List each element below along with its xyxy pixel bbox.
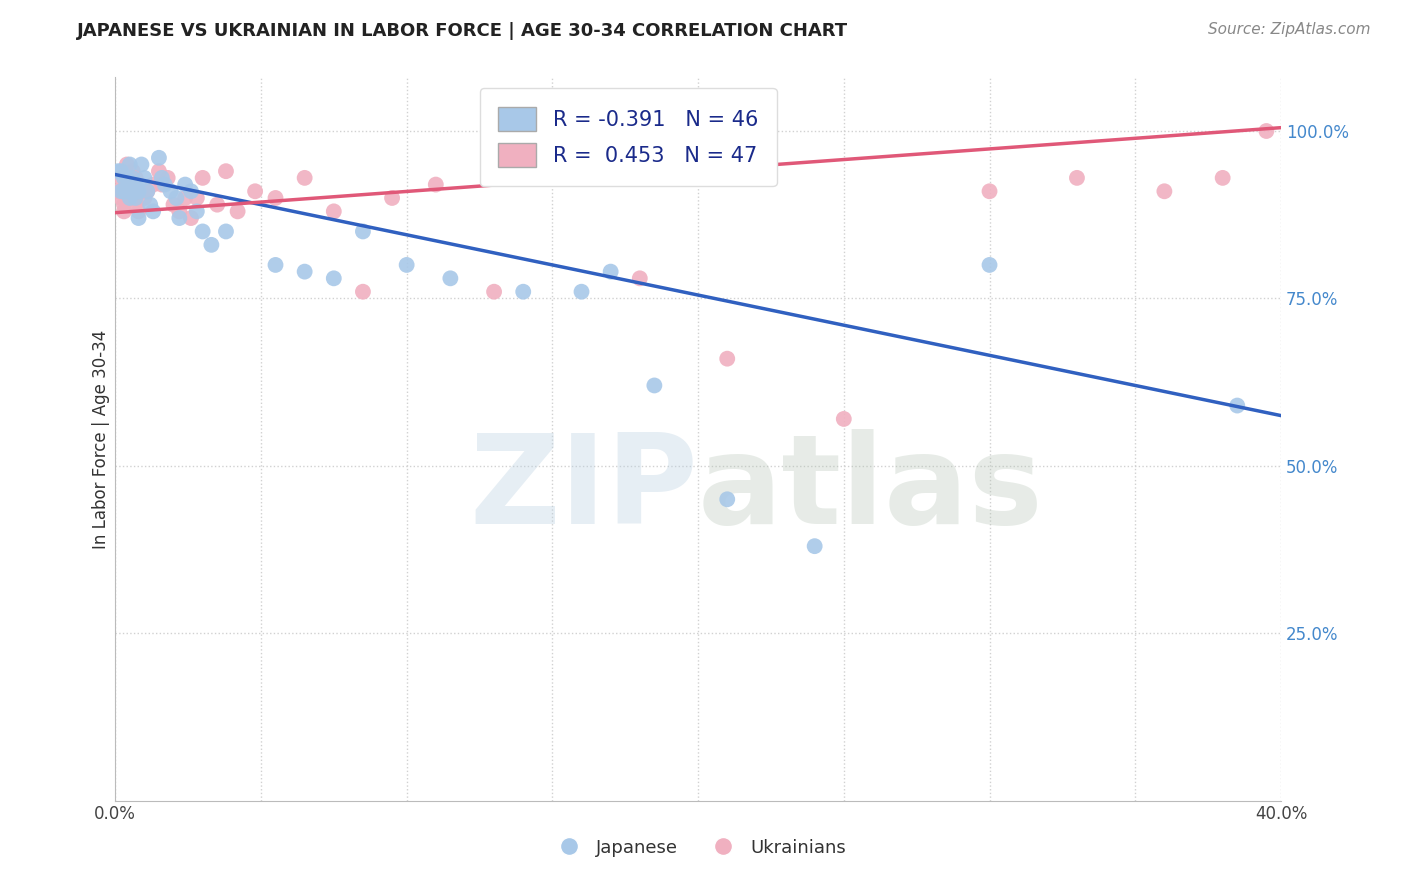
Point	[162, 197, 184, 211]
Point	[121, 184, 143, 198]
Point	[131, 184, 153, 198]
Point	[174, 191, 197, 205]
Point	[628, 271, 651, 285]
Point	[134, 191, 156, 205]
Point	[425, 178, 447, 192]
Point	[110, 184, 132, 198]
Point	[110, 191, 132, 205]
Point	[121, 191, 143, 205]
Point	[832, 412, 855, 426]
Point	[180, 211, 202, 225]
Point	[121, 164, 143, 178]
Point	[541, 170, 564, 185]
Point	[226, 204, 249, 219]
Point	[1256, 124, 1278, 138]
Point	[264, 191, 287, 205]
Text: atlas: atlas	[699, 429, 1043, 550]
Point	[1066, 170, 1088, 185]
Point	[1212, 170, 1234, 185]
Point	[803, 539, 825, 553]
Text: Source: ZipAtlas.com: Source: ZipAtlas.com	[1208, 22, 1371, 37]
Point	[352, 285, 374, 299]
Point	[186, 191, 208, 205]
Point	[124, 191, 146, 205]
Text: ZIP: ZIP	[470, 429, 699, 550]
Point	[200, 237, 222, 252]
Point	[156, 170, 179, 185]
Point	[180, 184, 202, 198]
Point	[979, 258, 1001, 272]
Point	[205, 197, 228, 211]
Point	[110, 170, 132, 185]
Point	[191, 224, 214, 238]
Point	[128, 211, 150, 225]
Point	[599, 265, 621, 279]
Point	[118, 191, 141, 205]
Point	[112, 184, 135, 198]
Legend: R = -0.391   N = 46, R =  0.453   N = 47: R = -0.391 N = 46, R = 0.453 N = 47	[479, 87, 776, 186]
Point	[153, 178, 176, 192]
Point	[112, 204, 135, 219]
Point	[979, 184, 1001, 198]
Point	[112, 197, 135, 211]
Point	[482, 285, 505, 299]
Point	[215, 164, 238, 178]
Point	[124, 178, 146, 192]
Point	[115, 184, 138, 198]
Point	[124, 170, 146, 185]
Point	[148, 151, 170, 165]
Point	[134, 170, 156, 185]
Point	[107, 164, 129, 178]
Point	[716, 492, 738, 507]
Point	[264, 258, 287, 272]
Point	[169, 211, 191, 225]
Point	[294, 265, 316, 279]
Point	[243, 184, 266, 198]
Point	[118, 184, 141, 198]
Point	[110, 164, 132, 178]
Point	[142, 204, 165, 219]
Point	[512, 285, 534, 299]
Text: JAPANESE VS UKRAINIAN IN LABOR FORCE | AGE 30-34 CORRELATION CHART: JAPANESE VS UKRAINIAN IN LABOR FORCE | A…	[77, 22, 848, 40]
Point	[215, 224, 238, 238]
Point	[191, 170, 214, 185]
Point	[169, 204, 191, 219]
Point	[150, 178, 173, 192]
Point	[121, 170, 143, 185]
Point	[112, 170, 135, 185]
Point	[118, 191, 141, 205]
Point	[136, 184, 159, 198]
Point	[571, 285, 593, 299]
Point	[139, 197, 162, 211]
Point	[165, 191, 187, 205]
Point	[186, 204, 208, 219]
Point	[142, 178, 165, 192]
Point	[439, 271, 461, 285]
Point	[115, 170, 138, 185]
Point	[136, 184, 159, 198]
Y-axis label: In Labor Force | Age 30-34: In Labor Force | Age 30-34	[93, 329, 110, 549]
Point	[1153, 184, 1175, 198]
Point	[643, 378, 665, 392]
Point	[395, 258, 418, 272]
Point	[128, 184, 150, 198]
Point	[128, 204, 150, 219]
Point	[131, 157, 153, 171]
Point	[322, 271, 344, 285]
Point	[1226, 399, 1249, 413]
Point	[352, 224, 374, 238]
Point	[107, 184, 129, 198]
Point	[174, 178, 197, 192]
Point	[322, 204, 344, 219]
Point	[716, 351, 738, 366]
Point	[118, 157, 141, 171]
Point	[115, 157, 138, 171]
Point	[124, 197, 146, 211]
Point	[381, 191, 404, 205]
Point	[294, 170, 316, 185]
Point	[148, 164, 170, 178]
Point	[115, 178, 138, 192]
Point	[159, 184, 181, 198]
Point	[150, 170, 173, 185]
